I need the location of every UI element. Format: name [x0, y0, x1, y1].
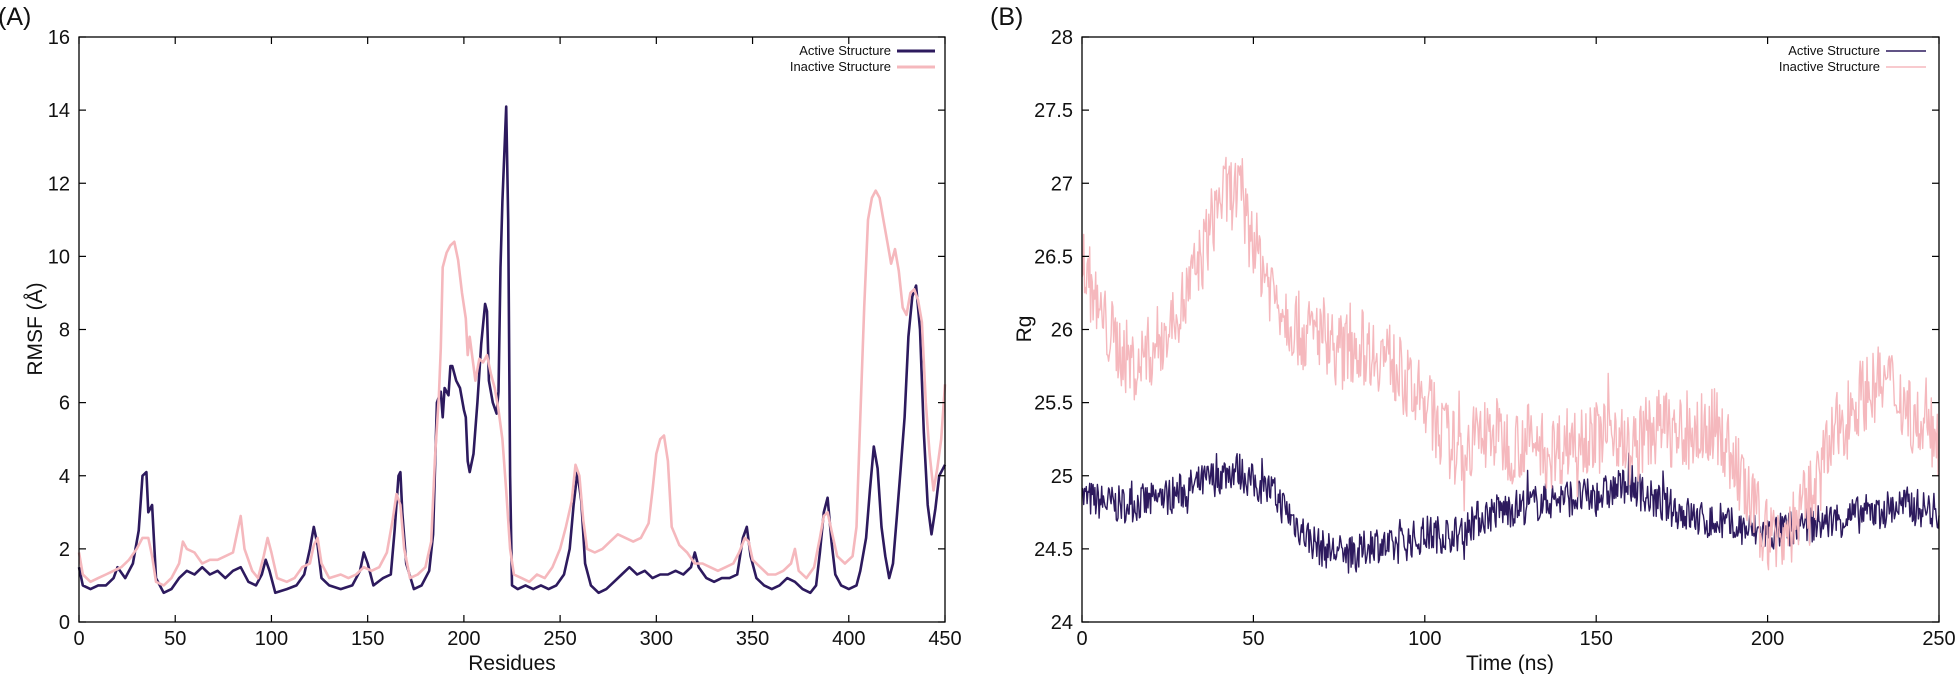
panel-b-x-axis-title: Time (ns): [1466, 652, 1554, 674]
panel-b-label: (B): [990, 3, 1023, 31]
panel-b-x-tick-label: 250: [1922, 628, 1955, 650]
panel-a-x-tick-label: 0: [73, 628, 84, 650]
panel-b-x-tick-label: 150: [1580, 628, 1613, 650]
panel-b-series-group: [1081, 156, 1940, 574]
panel-a-ticks: 0 50 100 150 200 250 300 350 400 450 0 2 4 6 8 10 12 14 16: [48, 27, 962, 650]
panel-a-y-tick-label: 14: [48, 100, 70, 122]
panel-a-y-tick-label: 4: [59, 466, 70, 488]
panel-a-y-tick-label: 6: [59, 393, 70, 415]
panel-a-y-tick-label: 12: [48, 173, 70, 195]
panel-a-y-tick-label: 8: [59, 320, 70, 342]
panel-a-y-tick-label: 10: [48, 246, 70, 268]
panel-a-y-axis-title: RMSF (Å): [24, 282, 47, 375]
panel-a-series-group: [77, 105, 947, 595]
panel-b-legend: Active Structure Inactive Structure: [1779, 43, 1926, 74]
panel-a-x-axis-title: Residues: [468, 652, 556, 674]
panel-a-x-tick-label: 150: [351, 628, 384, 650]
panel-a-x-tick-label: 100: [255, 628, 288, 650]
panel-a-series-active-structure: [77, 105, 947, 595]
panel-b-y-tick-label: 27: [1051, 173, 1073, 195]
panel-b-ticks: 0 50 100 150 200 250 24 24.5 25 25.5 26 26.5 27 27.5 2…: [1034, 27, 1956, 650]
panel-b-x-tick-label: 50: [1242, 628, 1264, 650]
panel-b-y-axis-title: Rg: [1013, 316, 1036, 343]
panel-b-x-tick-label: 200: [1751, 628, 1784, 650]
panel-b-y-tick-label: 24.5: [1034, 539, 1073, 561]
panel-a-x-tick-label: 300: [640, 628, 673, 650]
panel-a-rmsf-chart: (A) 0 50 100 150 200 250 300 350 400 450 0 2 4 6 8 10 12…: [0, 3, 962, 674]
panel-b-legend-label-active: Active Structure: [1788, 43, 1880, 58]
panel-a-y-tick-label: 2: [59, 539, 70, 561]
panel-a-legend: Active Structure Inactive Structure: [790, 43, 935, 74]
panel-a-x-tick-label: 400: [832, 628, 865, 650]
panel-b-y-tick-label: 28: [1051, 27, 1073, 49]
panel-b-rg-chart: (B) 0 50 100 150 200 250 24 24.5 25 25.5 26 26.5 27 2…: [990, 3, 1956, 674]
panel-b-y-tick-label: 26.5: [1034, 246, 1073, 268]
panel-a-y-tick-label: 16: [48, 27, 70, 49]
panel-a-label: (A): [0, 3, 31, 31]
panel-b-y-tick-label: 25.5: [1034, 393, 1073, 415]
panel-b-series-inactive-structure: [1081, 156, 1940, 571]
panel-a-legend-label-active: Active Structure: [799, 43, 891, 58]
panel-b-y-tick-label: 26: [1051, 320, 1073, 342]
panel-b-x-tick-label: 0: [1076, 628, 1087, 650]
panel-a-x-tick-label: 50: [164, 628, 186, 650]
panel-a-legend-label-inactive: Inactive Structure: [790, 59, 891, 74]
panel-a-x-tick-label: 250: [543, 628, 576, 650]
panel-a-x-tick-label: 200: [447, 628, 480, 650]
panel-a-x-tick-label: 450: [928, 628, 961, 650]
panel-b-y-tick-label: 27.5: [1034, 100, 1073, 122]
panel-b-y-tick-label: 25: [1051, 466, 1073, 488]
panel-a-series-inactive-structure: [77, 189, 947, 587]
panel-b-y-tick-label: 24: [1051, 612, 1073, 634]
panel-b-legend-label-inactive: Inactive Structure: [1779, 59, 1880, 74]
panel-a-x-tick-label: 350: [736, 628, 769, 650]
panel-b-x-tick-label: 100: [1408, 628, 1441, 650]
panel-a-y-tick-label: 0: [59, 612, 70, 634]
